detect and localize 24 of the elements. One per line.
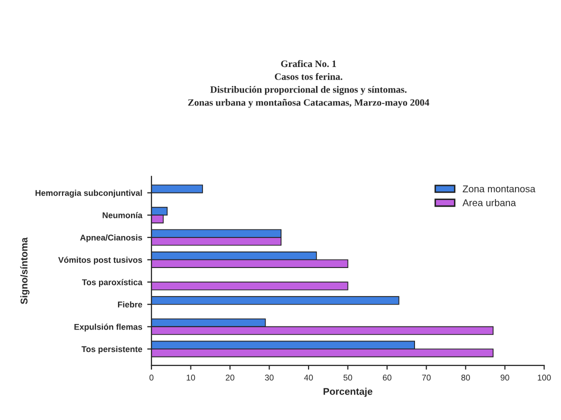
y-tick-label: Vómitos post tusivos [58, 256, 142, 265]
y-tick-label: Hemorragia subconjuntival [36, 190, 142, 198]
x-tick-label: 80 [461, 374, 470, 381]
x-tick-label: 70 [422, 374, 431, 381]
x-tick-label: 30 [264, 374, 274, 381]
y-tick-label: Neumonía [102, 212, 142, 218]
legend-label: Zona montanosa [462, 186, 536, 192]
x-tick-label: 60 [382, 374, 392, 381]
x-tick-label: 100 [538, 374, 551, 381]
x-tick-label: 40 [304, 374, 313, 381]
legend-label: Area urbana [462, 199, 516, 206]
x-tick-label: 50 [344, 374, 352, 381]
y-tick-label: Apnea/Cianosis [80, 234, 142, 242]
x-axis-title: Porcentaje [324, 388, 372, 397]
x-tick-label: 90 [500, 374, 510, 381]
y-tick-label: Expulsión flemas [74, 324, 142, 332]
y-tick-label: Tos persistente [82, 346, 142, 354]
y-axis-title: Signo/síntoma [20, 237, 30, 304]
x-tick-label: 0 [149, 374, 154, 381]
chart-title: Grafica No. 1 Casos tos ferina. Distribución proporcional de signos y síntomas. Zonas urbana y montañosa Catacamas, Marzo-mayo 2004 [188, 60, 430, 108]
x-tick-label: 20 [226, 374, 234, 381]
x-tick-label: 10 [186, 374, 196, 381]
y-tick-label: Tos paroxística [82, 279, 142, 287]
y-tick-label: Fiebre [118, 301, 142, 308]
